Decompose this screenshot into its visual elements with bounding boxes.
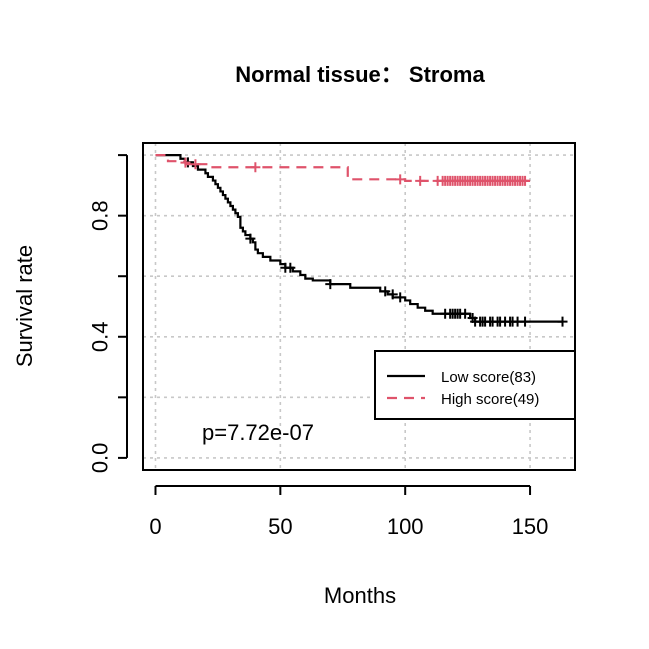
- censor-mark-high-score: [415, 175, 426, 186]
- censor-mark-high-score: [250, 162, 261, 173]
- plot-series: [155, 154, 568, 327]
- plot-frame: [142, 142, 576, 471]
- x-axis-label: Months: [324, 583, 396, 608]
- chart-title: Normal tissue： Stroma: [235, 62, 485, 87]
- y-axis-label: Survival rate: [12, 245, 37, 367]
- censor-mark-low-score: [460, 308, 471, 319]
- survival-curve-low-score: [155, 154, 563, 323]
- censor-mark-low-score: [557, 316, 568, 327]
- y-tick-label: 0.8: [88, 200, 113, 231]
- censor-mark-low-score: [325, 279, 336, 290]
- x-tick-label: 50: [268, 514, 292, 539]
- p-value-annotation: p=7.72e-07: [202, 420, 314, 445]
- censor-mark-high-score: [520, 175, 531, 186]
- x-tick-label: 0: [149, 514, 161, 539]
- censor-mark-low-score: [285, 262, 296, 273]
- censor-mark-low-score: [380, 286, 391, 297]
- censor-mark-high-score: [190, 159, 201, 170]
- y-tick-label: 0.4: [88, 321, 113, 352]
- legend: Low score(83) High score(49): [374, 350, 576, 420]
- legend-label-high-score: High score(49): [441, 391, 539, 408]
- legend-box: [374, 350, 576, 420]
- censor-mark-low-score: [395, 292, 406, 303]
- censor-mark-low-score: [387, 289, 398, 300]
- legend-label-low-score: Low score(83): [441, 369, 536, 386]
- censor-mark-low-score: [245, 233, 256, 244]
- censor-mark-high-score: [180, 157, 191, 168]
- censor-mark-low-score: [520, 316, 531, 327]
- censor-mark-high-score: [395, 174, 406, 185]
- x-tick-label: 100: [387, 514, 424, 539]
- axes: 0 50 100 150 0.0 0.4 0.8: [88, 154, 549, 539]
- y-tick-label: 0.0: [88, 443, 113, 474]
- x-tick-label: 150: [512, 514, 549, 539]
